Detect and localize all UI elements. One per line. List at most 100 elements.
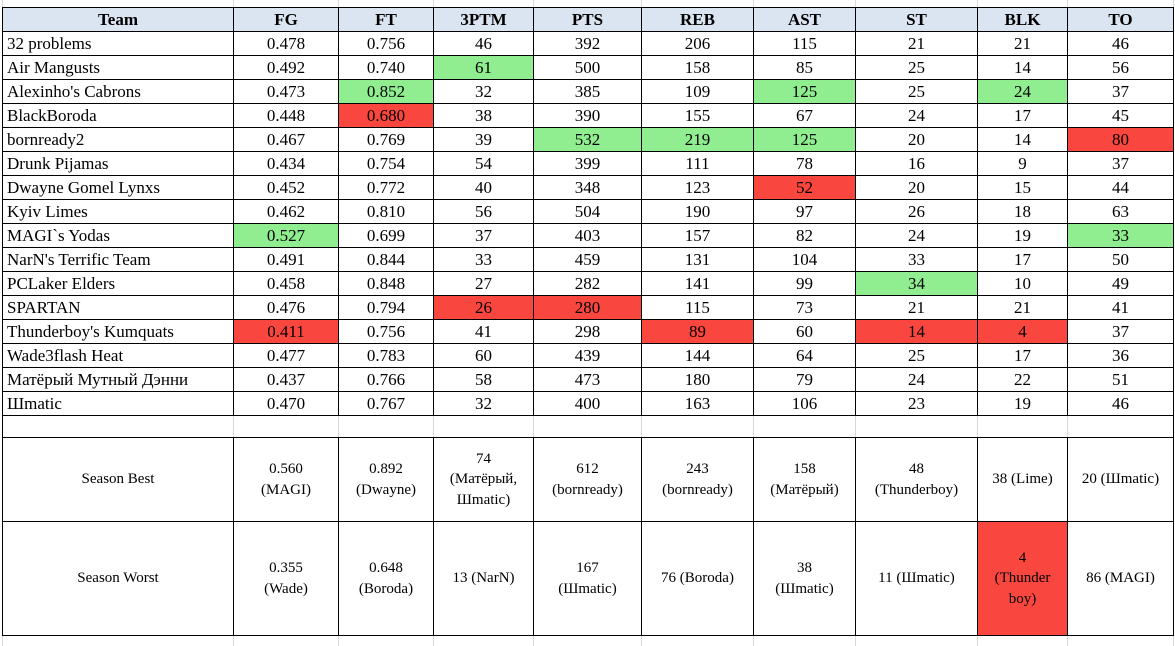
stat-cell[interactable]: 16 <box>855 151 978 176</box>
team-name-cell[interactable]: Thunderboy's Kumquats <box>2 319 234 344</box>
summary-stat-cell[interactable]: 20 (Шmatic) <box>1067 437 1174 522</box>
summary-stat-cell[interactable]: 48 (Thunderboy) <box>855 437 978 522</box>
stat-cell[interactable]: 0.756 <box>338 319 434 344</box>
stat-cell[interactable]: 38 <box>433 103 534 128</box>
summary-stat-cell[interactable]: 11 (Шmatic) <box>855 521 978 636</box>
stat-cell[interactable]: 58 <box>433 367 534 392</box>
stat-cell[interactable]: 500 <box>533 55 642 80</box>
stat-cell[interactable]: 459 <box>533 247 642 272</box>
stat-cell[interactable]: 104 <box>753 247 856 272</box>
stat-cell[interactable]: 46 <box>1067 31 1174 56</box>
stat-cell[interactable]: 0.491 <box>233 247 339 272</box>
stat-cell[interactable]: 0.478 <box>233 31 339 56</box>
stat-cell[interactable]: 26 <box>433 295 534 320</box>
summary-stat-cell[interactable]: 4 (Thunder boy) <box>977 521 1068 636</box>
stat-cell[interactable]: 19 <box>977 223 1068 248</box>
stat-cell[interactable]: 115 <box>753 31 856 56</box>
stat-cell[interactable]: 131 <box>641 247 754 272</box>
stat-cell[interactable]: 46 <box>1067 391 1174 416</box>
stat-cell[interactable]: 111 <box>641 151 754 176</box>
column-header-to[interactable]: TO <box>1067 7 1174 32</box>
stat-cell[interactable]: 33 <box>433 247 534 272</box>
stat-cell[interactable]: 0.527 <box>233 223 339 248</box>
stat-cell[interactable]: 56 <box>1067 55 1174 80</box>
stat-cell[interactable]: 32 <box>433 79 534 104</box>
team-name-cell[interactable]: SPARTAN <box>2 295 234 320</box>
stat-cell[interactable]: 532 <box>533 127 642 152</box>
stat-cell[interactable]: 0.680 <box>338 103 434 128</box>
stat-cell[interactable]: 280 <box>533 295 642 320</box>
column-header-ft[interactable]: FT <box>338 7 434 32</box>
team-name-cell[interactable]: Dwayne Gomel Lynxs <box>2 175 234 200</box>
stat-cell[interactable]: 0.470 <box>233 391 339 416</box>
team-name-cell[interactable]: MAGI`s Yodas <box>2 223 234 248</box>
stat-cell[interactable]: 141 <box>641 271 754 296</box>
stat-cell[interactable]: 0.476 <box>233 295 339 320</box>
stat-cell[interactable]: 163 <box>641 391 754 416</box>
team-name-cell[interactable]: Alexinho's Cabrons <box>2 79 234 104</box>
stat-cell[interactable]: 21 <box>855 31 978 56</box>
stat-cell[interactable]: 33 <box>1067 223 1174 248</box>
stat-cell[interactable]: 36 <box>1067 343 1174 368</box>
stat-cell[interactable]: 17 <box>977 247 1068 272</box>
stat-cell[interactable]: 37 <box>433 223 534 248</box>
stat-cell[interactable]: 504 <box>533 199 642 224</box>
stat-cell[interactable]: 99 <box>753 271 856 296</box>
summary-stat-cell[interactable]: 612 (bornready) <box>533 437 642 522</box>
stat-cell[interactable]: 15 <box>977 175 1068 200</box>
stat-cell[interactable]: 0.458 <box>233 271 339 296</box>
stat-cell[interactable]: 123 <box>641 175 754 200</box>
stat-cell[interactable]: 399 <box>533 151 642 176</box>
stat-cell[interactable]: 0.492 <box>233 55 339 80</box>
stat-cell[interactable]: 155 <box>641 103 754 128</box>
stat-cell[interactable]: 56 <box>433 199 534 224</box>
team-name-cell[interactable]: BlackBoroda <box>2 103 234 128</box>
team-name-cell[interactable]: Drunk Pijamas <box>2 151 234 176</box>
stat-cell[interactable]: 20 <box>855 175 978 200</box>
stat-cell[interactable]: 33 <box>855 247 978 272</box>
team-name-cell[interactable]: bornready2 <box>2 127 234 152</box>
stat-cell[interactable]: 0.767 <box>338 391 434 416</box>
summary-stat-cell[interactable]: 76 (Boroda) <box>641 521 754 636</box>
stat-cell[interactable]: 0.772 <box>338 175 434 200</box>
stat-cell[interactable]: 0.411 <box>233 319 339 344</box>
stat-cell[interactable]: 34 <box>855 271 978 296</box>
stat-cell[interactable]: 0.852 <box>338 79 434 104</box>
stat-cell[interactable]: 158 <box>641 55 754 80</box>
stat-cell[interactable]: 25 <box>855 343 978 368</box>
empty-cell[interactable] <box>533 415 642 438</box>
stat-cell[interactable]: 0.437 <box>233 367 339 392</box>
stat-cell[interactable]: 39 <box>433 127 534 152</box>
stat-cell[interactable]: 157 <box>641 223 754 248</box>
summary-stat-cell[interactable]: 38 (Lime) <box>977 437 1068 522</box>
stat-cell[interactable]: 37 <box>1067 151 1174 176</box>
stat-cell[interactable]: 24 <box>977 79 1068 104</box>
stat-cell[interactable]: 21 <box>855 295 978 320</box>
summary-label-cell[interactable]: Season Worst <box>2 521 234 636</box>
empty-cell[interactable] <box>753 415 856 438</box>
team-name-cell[interactable]: Матёрый Мутный Дэнни <box>2 367 234 392</box>
stat-cell[interactable]: 473 <box>533 367 642 392</box>
stat-cell[interactable]: 0.848 <box>338 271 434 296</box>
stat-cell[interactable]: 21 <box>977 31 1068 56</box>
stat-cell[interactable]: 26 <box>855 199 978 224</box>
stat-cell[interactable]: 0.756 <box>338 31 434 56</box>
stat-cell[interactable]: 400 <box>533 391 642 416</box>
stat-cell[interactable]: 89 <box>641 319 754 344</box>
stat-cell[interactable]: 24 <box>855 367 978 392</box>
summary-stat-cell[interactable]: 0.648 (Boroda) <box>338 521 434 636</box>
team-name-cell[interactable]: Air Mangusts <box>2 55 234 80</box>
stat-cell[interactable]: 14 <box>977 55 1068 80</box>
stat-cell[interactable]: 4 <box>977 319 1068 344</box>
stat-cell[interactable]: 0.769 <box>338 127 434 152</box>
stat-cell[interactable]: 44 <box>1067 175 1174 200</box>
column-header-ast[interactable]: AST <box>753 7 856 32</box>
team-name-cell[interactable]: Wade3flash Heat <box>2 343 234 368</box>
stat-cell[interactable]: 17 <box>977 103 1068 128</box>
empty-cell[interactable] <box>641 415 754 438</box>
stat-cell[interactable]: 0.462 <box>233 199 339 224</box>
stat-cell[interactable]: 0.448 <box>233 103 339 128</box>
stat-cell[interactable]: 25 <box>855 79 978 104</box>
summary-stat-cell[interactable]: 86 (MAGI) <box>1067 521 1174 636</box>
stat-cell[interactable]: 106 <box>753 391 856 416</box>
